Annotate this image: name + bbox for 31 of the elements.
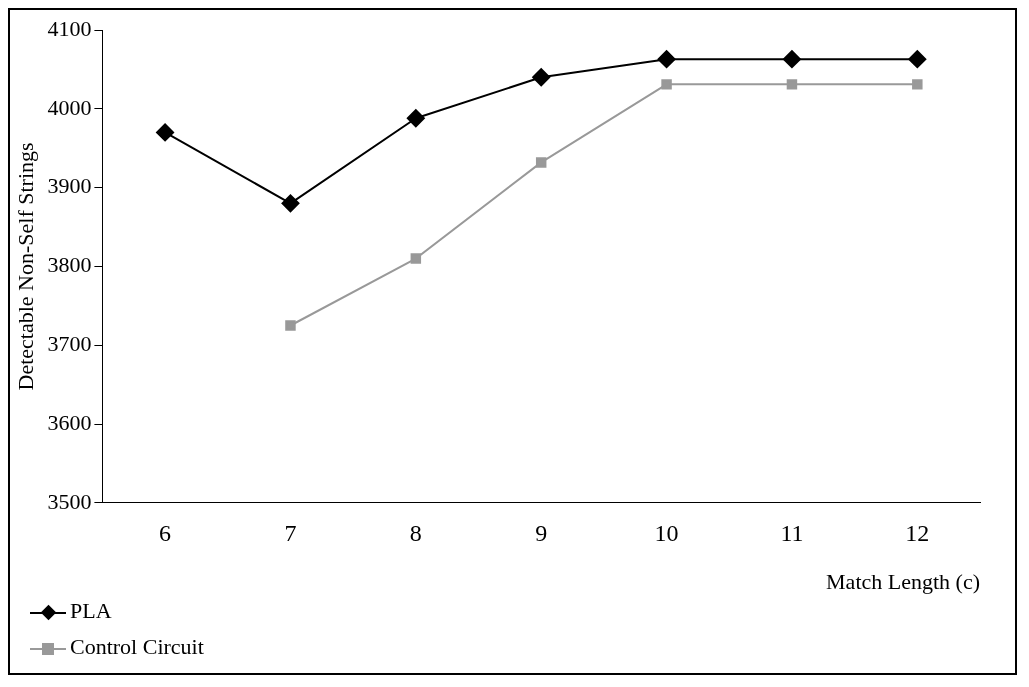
x-tick-label: 10 (654, 520, 679, 547)
point (281, 194, 300, 213)
x-axis-title: Match Length (c) (826, 568, 980, 594)
legend-label: Control Circuit (70, 634, 204, 659)
point (657, 50, 676, 69)
x-tick-label: 6 (159, 520, 172, 547)
x-tick-label: 7 (284, 520, 297, 547)
x-tick-label: 12 (905, 520, 930, 547)
y-tick-label: 4100 (47, 15, 92, 41)
point (661, 79, 672, 90)
point (532, 68, 551, 87)
y-tick-label: 4000 (47, 94, 92, 120)
point (782, 50, 801, 69)
legend-label: PLA (70, 598, 112, 623)
point (410, 253, 422, 264)
y-tick-label: 3500 (47, 488, 92, 514)
y-tick-label: 3700 (47, 330, 92, 356)
point (535, 157, 547, 168)
y-tick-label: 3800 (47, 252, 92, 278)
point (912, 79, 923, 90)
point (908, 50, 927, 69)
y-tick-label: 3600 (47, 409, 92, 435)
x-tick-label: 11 (780, 520, 804, 547)
x-tick-label: 9 (535, 520, 548, 547)
x-tick-label: 8 (409, 520, 422, 547)
point (156, 123, 175, 142)
point (786, 79, 798, 90)
point (406, 109, 425, 128)
y-tick-label: 3900 (47, 173, 92, 199)
y-axis-title: Detectable Non-Self Strings (12, 142, 38, 391)
point (285, 320, 296, 331)
